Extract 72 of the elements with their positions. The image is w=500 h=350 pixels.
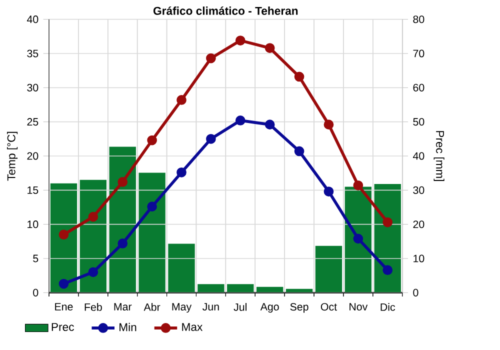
bar (256, 286, 284, 293)
point (118, 238, 128, 248)
chart-title: Gráfico climático - Teheran (153, 6, 298, 15)
y2-tick-label: 10 (414, 254, 424, 262)
point (206, 53, 216, 64)
bar (344, 186, 372, 293)
point (235, 36, 246, 46)
bar (109, 146, 136, 293)
point (147, 202, 157, 212)
point (353, 234, 364, 244)
bar (227, 284, 254, 293)
y-tick-label: 20 (27, 152, 38, 160)
point (88, 212, 98, 222)
y2-tick-label: 50 (413, 118, 424, 126)
x-tick-label: Nov (350, 303, 368, 311)
x-tick-label: Jul (234, 303, 246, 311)
point (353, 180, 364, 190)
x-tick-label: Ene (55, 303, 73, 311)
legend-label: Max (182, 323, 203, 331)
point (58, 230, 69, 240)
y-tick-label: 5 (33, 254, 38, 262)
point (58, 278, 69, 289)
point (324, 120, 334, 130)
y-tick-label: 30 (27, 84, 38, 92)
point (264, 120, 275, 130)
y-tick-label: 25 (27, 118, 38, 126)
point (382, 217, 393, 228)
point (176, 95, 186, 105)
x-tick-label: Sep (290, 303, 308, 313)
y-tick-label: 35 (27, 50, 38, 58)
bar (80, 180, 106, 293)
point (235, 116, 246, 126)
point (118, 177, 128, 187)
point (147, 135, 157, 146)
x-tick-label: May (172, 303, 192, 313)
y-tick-label: 0 (33, 288, 38, 296)
bar (138, 172, 166, 293)
y2-tick-label: 80 (413, 16, 424, 24)
y2-tick-label: 60 (413, 84, 424, 92)
y2-tick-label: 0 (413, 288, 418, 296)
bar (50, 183, 78, 293)
point (176, 167, 186, 178)
point (264, 43, 275, 53)
bar (168, 244, 195, 293)
bar (315, 246, 342, 293)
x-tick-label: Abr (144, 303, 160, 311)
point (294, 146, 304, 156)
bar (286, 288, 313, 293)
x-tick-label: Jun (202, 303, 219, 311)
point (382, 265, 393, 276)
x-tick-label: Feb (84, 303, 102, 311)
y2-axis-title: Prec [mm] (434, 131, 444, 182)
point (88, 267, 98, 278)
point (294, 72, 304, 82)
legend-label: Prec (52, 323, 74, 331)
point (206, 134, 216, 144)
point (324, 186, 334, 196)
y2-tick-label: 30 (413, 186, 424, 194)
y2-tick-label: 20 (413, 220, 424, 228)
x-tick-label: Dic (380, 303, 396, 311)
y2-tick-label: 40 (412, 152, 424, 160)
y-tick-label: 10 (28, 220, 38, 228)
x-tick-label: Ago (260, 303, 279, 313)
x-tick-label: Mar (114, 303, 132, 311)
y2-tick-label: 70 (413, 50, 424, 58)
y-tick-label: 40 (26, 16, 38, 24)
x-tick-label: Oct (320, 303, 337, 311)
bar (374, 184, 401, 293)
y-tick-label: 15 (28, 186, 38, 194)
bar (198, 284, 224, 293)
legend-label: Min (120, 322, 136, 332)
y-axis-title: Temp [°C] (7, 132, 18, 181)
